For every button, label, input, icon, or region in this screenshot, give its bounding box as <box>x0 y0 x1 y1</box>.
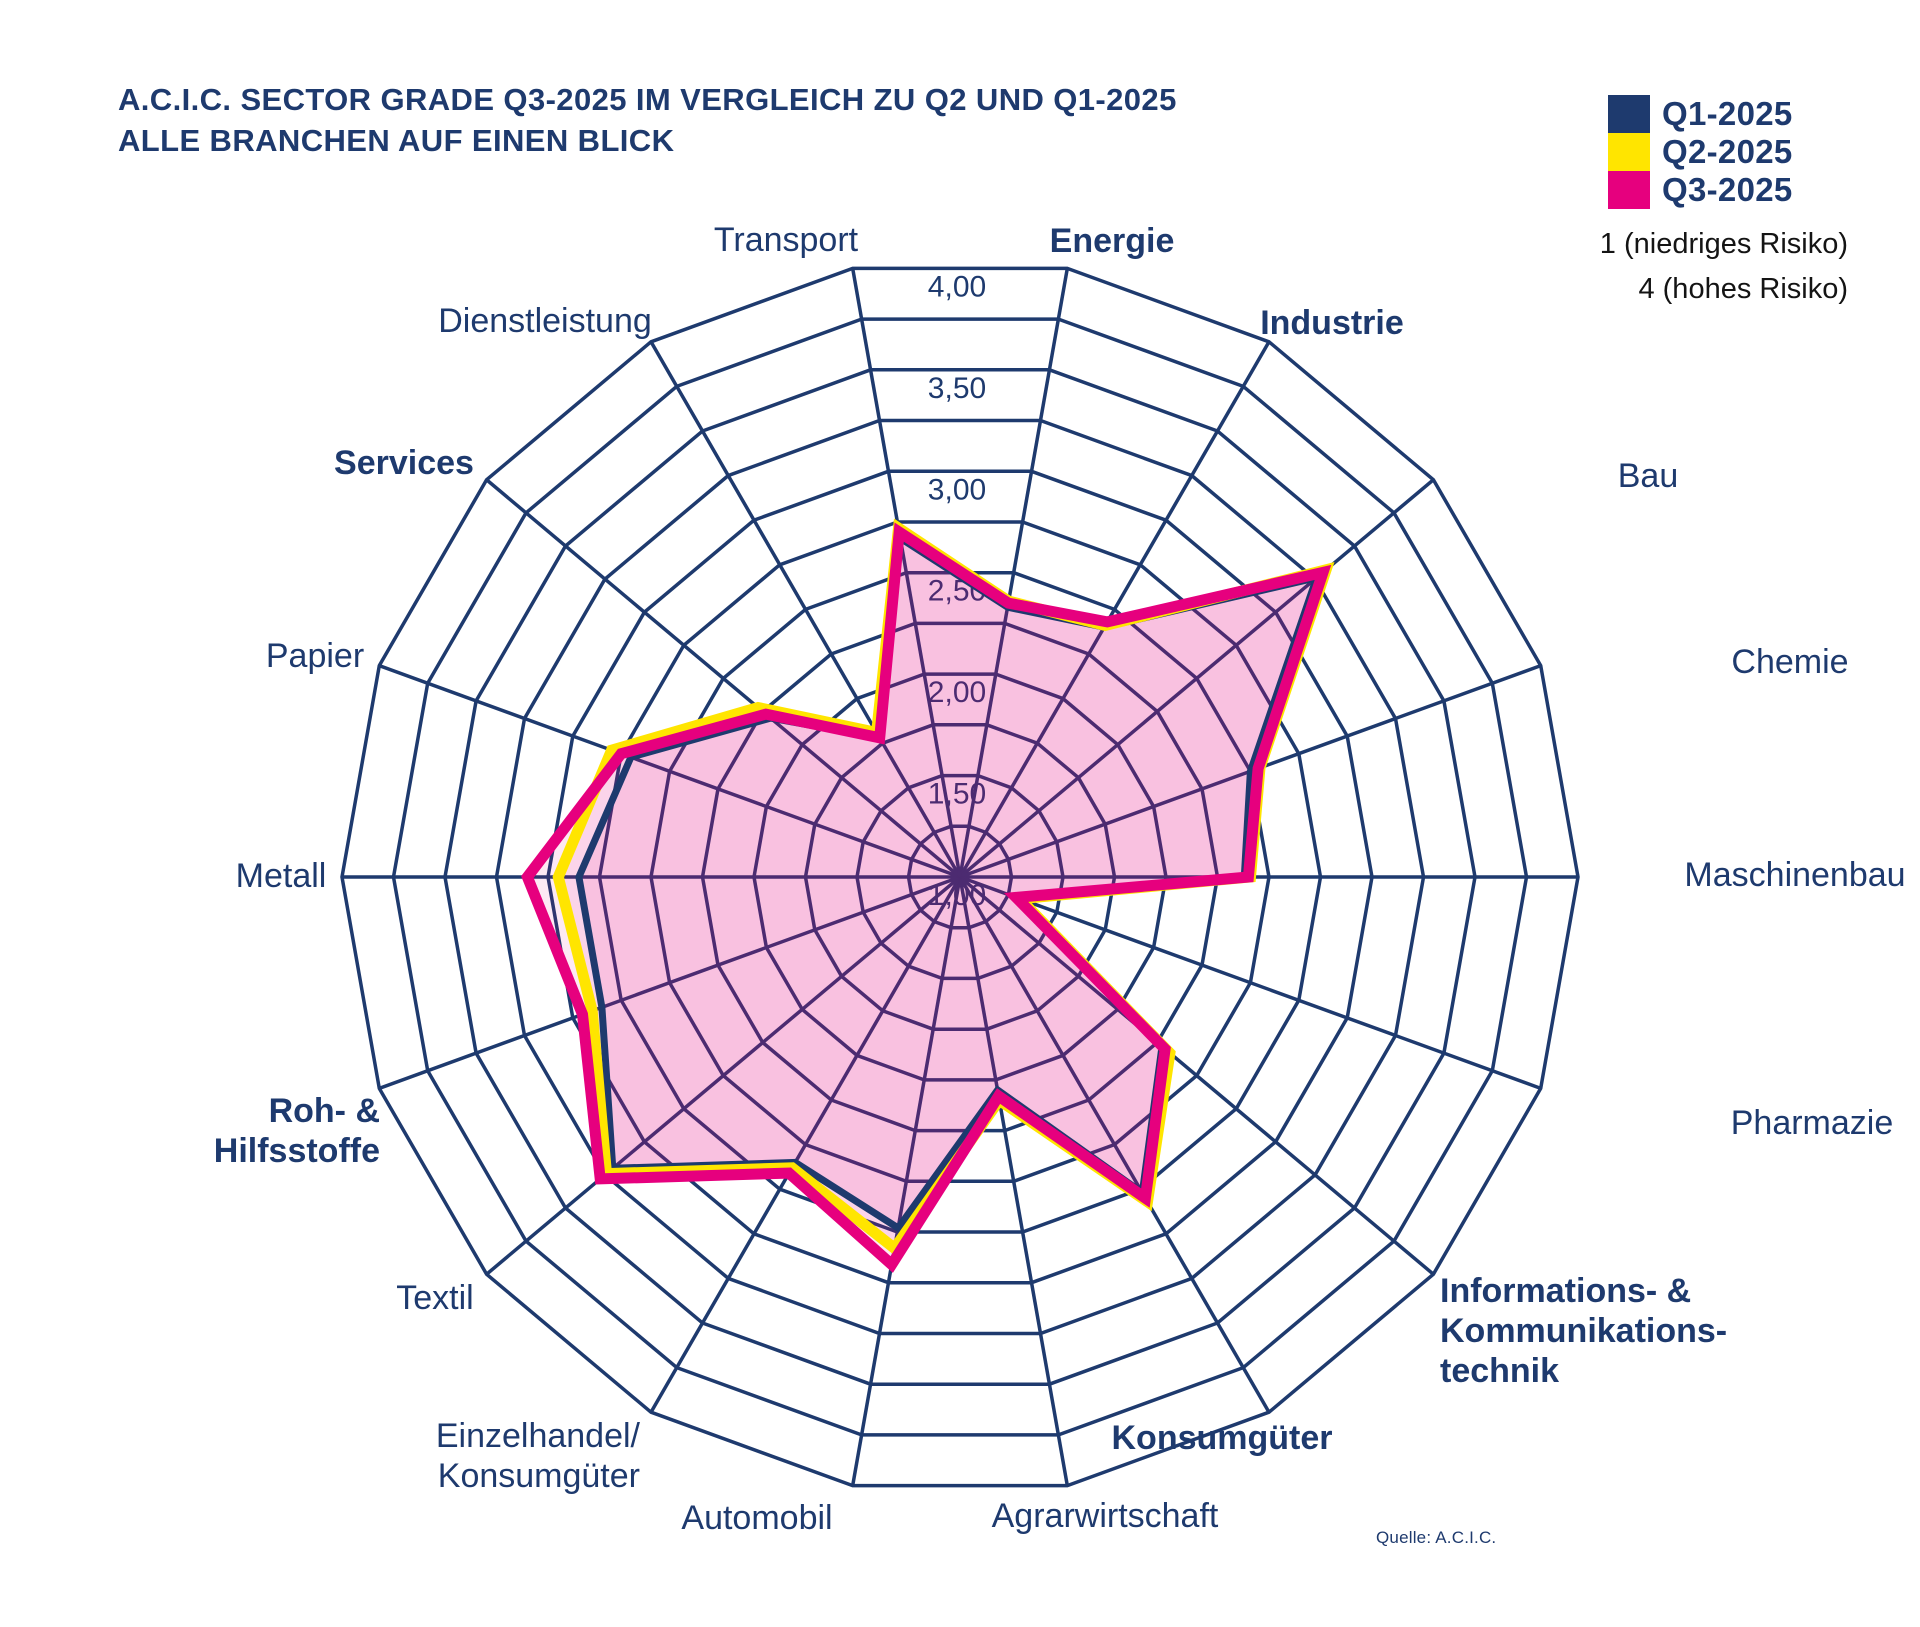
legend-swatch-q3 <box>1608 171 1650 209</box>
category-label-metall: Metall <box>236 857 327 895</box>
radial-tick-label: 2,00 <box>928 676 986 709</box>
risk-scale-note: 1 (niedriges Risiko) 4 (hohes Risiko) <box>1428 222 1848 312</box>
category-label-einzelhandel-konsumgüter: Einzelhandel/Konsumgüter <box>436 1417 641 1495</box>
axis-spoke <box>958 876 1271 1414</box>
title-line-2: ALLE BRANCHEN AUF EINEN BLICK <box>118 122 675 158</box>
axis-spoke <box>378 663 961 879</box>
legend-item-label: Q2-2025 <box>1662 133 1793 170</box>
tick-labels: 4,003,503,002,502,001,501,00 <box>928 270 986 912</box>
axis-spoke <box>485 478 962 879</box>
category-label-chemie: Chemie <box>1731 643 1848 681</box>
category-label-maschinenbau: Maschinenbau <box>1684 856 1905 894</box>
source-note: Quelle: A.C.I.C. <box>1376 1528 1497 1547</box>
category-label-industrie: Industrie <box>1260 304 1404 342</box>
category-label-services: Services <box>334 444 474 482</box>
category-label-informations-kommunikationstechnik: Informations- & Kommunikations-technik <box>1440 1272 1727 1390</box>
series-fills <box>527 528 1327 1265</box>
legend-item-label: Q3-2025 <box>1662 171 1793 208</box>
category-label-textil: Textil <box>396 1279 473 1317</box>
page-title: A.C.I.C. SECTOR GRADE Q3-2025 IM VERGLEI… <box>118 80 1177 162</box>
series-outline-q3-2025 <box>521 522 1332 1273</box>
category-label-roh-hilfsstoffe: Roh- & Hilfsstoffe <box>214 1092 380 1170</box>
legend: Q1-2025 Q2-2025 Q3-2025 <box>1608 95 1868 209</box>
legend-item-q3: Q3-2025 <box>1608 171 1868 209</box>
category-label-automobil: Automobil <box>681 1499 832 1537</box>
axis-spoke <box>850 876 962 1486</box>
series-fill-q3-2025 <box>527 532 1323 1265</box>
category-label-transport: Transport <box>714 221 859 259</box>
radial-tick-label: 4,00 <box>928 270 986 303</box>
category-label-energie: Energie <box>1050 222 1175 260</box>
category-label-konsumgüter: Konsumgüter <box>1112 1419 1333 1457</box>
risk-scale-high: 4 (hohes Risiko) <box>1638 272 1848 305</box>
axis-spoke <box>958 875 1435 1276</box>
legend-swatch-q2 <box>1608 133 1650 171</box>
legend-item-q1: Q1-2025 <box>1608 95 1868 133</box>
radial-tick-label: 3,50 <box>928 372 986 405</box>
axis-spoke <box>958 478 1435 879</box>
series-strokes <box>521 518 1335 1273</box>
axis-spoke <box>958 340 1271 878</box>
axis-spoke <box>958 268 1070 878</box>
category-label-papier: Papier <box>266 637 364 675</box>
risk-scale-low: 1 (niedriges Risiko) <box>1599 228 1848 260</box>
radial-tick-label: 3,00 <box>928 473 986 506</box>
radial-tick-label: 1,00 <box>928 879 986 912</box>
category-label-agrarwirtschaft: Agrarwirtschaft <box>992 1497 1219 1535</box>
category-label-pharmazie: Pharmazie <box>1731 1104 1894 1142</box>
axis-spoke <box>649 340 962 878</box>
axis-spoke <box>649 876 962 1414</box>
series-fill-q1-2025 <box>578 538 1317 1228</box>
legend-swatch-q1 <box>1608 95 1650 133</box>
series-fill-q2-2025 <box>558 528 1327 1249</box>
category-labels: Energie Industrie Bau Chemie Maschinenbau Pha… <box>214 221 1906 1537</box>
axis-spoke <box>959 875 1542 1091</box>
axis-spokes <box>342 268 1578 1486</box>
radial-tick-label: 1,50 <box>928 778 986 811</box>
legend-item-label: Q1-2025 <box>1662 95 1793 132</box>
title-line-1: A.C.I.C. SECTOR GRADE Q3-2025 IM VERGLEI… <box>118 82 1177 117</box>
legend-item-q2: Q2-2025 <box>1608 133 1868 171</box>
axis-spoke <box>958 876 1070 1486</box>
axis-spoke <box>485 875 962 1276</box>
axis-spoke <box>850 268 962 878</box>
category-label-bau: Bau <box>1618 457 1679 495</box>
category-label-dienstleistung: Dienstleistung <box>438 302 652 340</box>
axis-spoke <box>378 875 961 1091</box>
